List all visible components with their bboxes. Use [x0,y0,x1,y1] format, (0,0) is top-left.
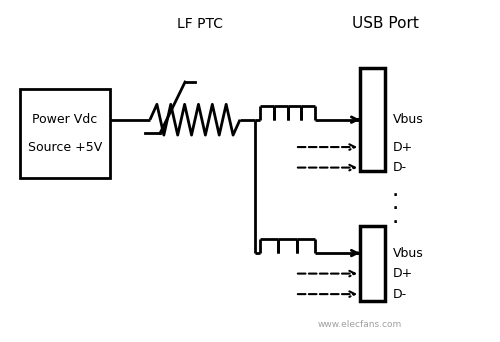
Text: .: . [392,212,398,226]
Text: Vbus: Vbus [392,247,423,260]
Text: D-: D- [392,161,406,174]
Bar [360,226,385,301]
Text: USB Port: USB Port [352,16,418,31]
Text: www.elecfans.com: www.elecfans.com [318,320,402,329]
Text: Source +5V: Source +5V [28,141,102,154]
Text: .: . [392,185,398,198]
Text: .: . [392,198,398,212]
Text: D-: D- [392,288,406,301]
Text: Power Vdc: Power Vdc [32,113,98,126]
Bar [20,89,110,178]
Text: D+: D+ [392,267,413,280]
Bar [360,68,385,171]
Text: LF PTC: LF PTC [177,17,223,31]
Text: D+: D+ [392,141,413,154]
Text: Vbus: Vbus [392,113,423,126]
